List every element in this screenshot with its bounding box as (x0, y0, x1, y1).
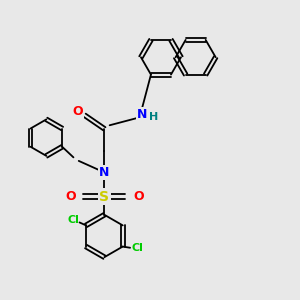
Text: Cl: Cl (131, 243, 143, 253)
Text: H: H (149, 112, 159, 122)
Text: O: O (73, 105, 83, 118)
Text: O: O (65, 190, 76, 203)
Text: Cl: Cl (68, 215, 80, 225)
Text: N: N (136, 108, 147, 121)
Text: N: N (99, 167, 110, 179)
Text: S: S (99, 190, 110, 203)
Text: O: O (133, 190, 143, 203)
